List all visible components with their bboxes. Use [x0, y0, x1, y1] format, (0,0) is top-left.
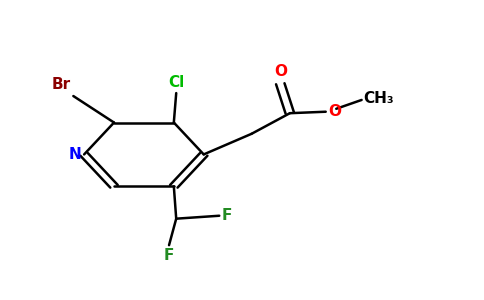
- Text: F: F: [222, 208, 232, 223]
- Text: CH₃: CH₃: [363, 91, 393, 106]
- Text: O: O: [274, 64, 287, 79]
- Text: N: N: [69, 147, 82, 162]
- Text: F: F: [164, 248, 174, 263]
- Text: Br: Br: [52, 76, 71, 92]
- Text: O: O: [328, 104, 341, 119]
- Text: Cl: Cl: [168, 75, 184, 90]
